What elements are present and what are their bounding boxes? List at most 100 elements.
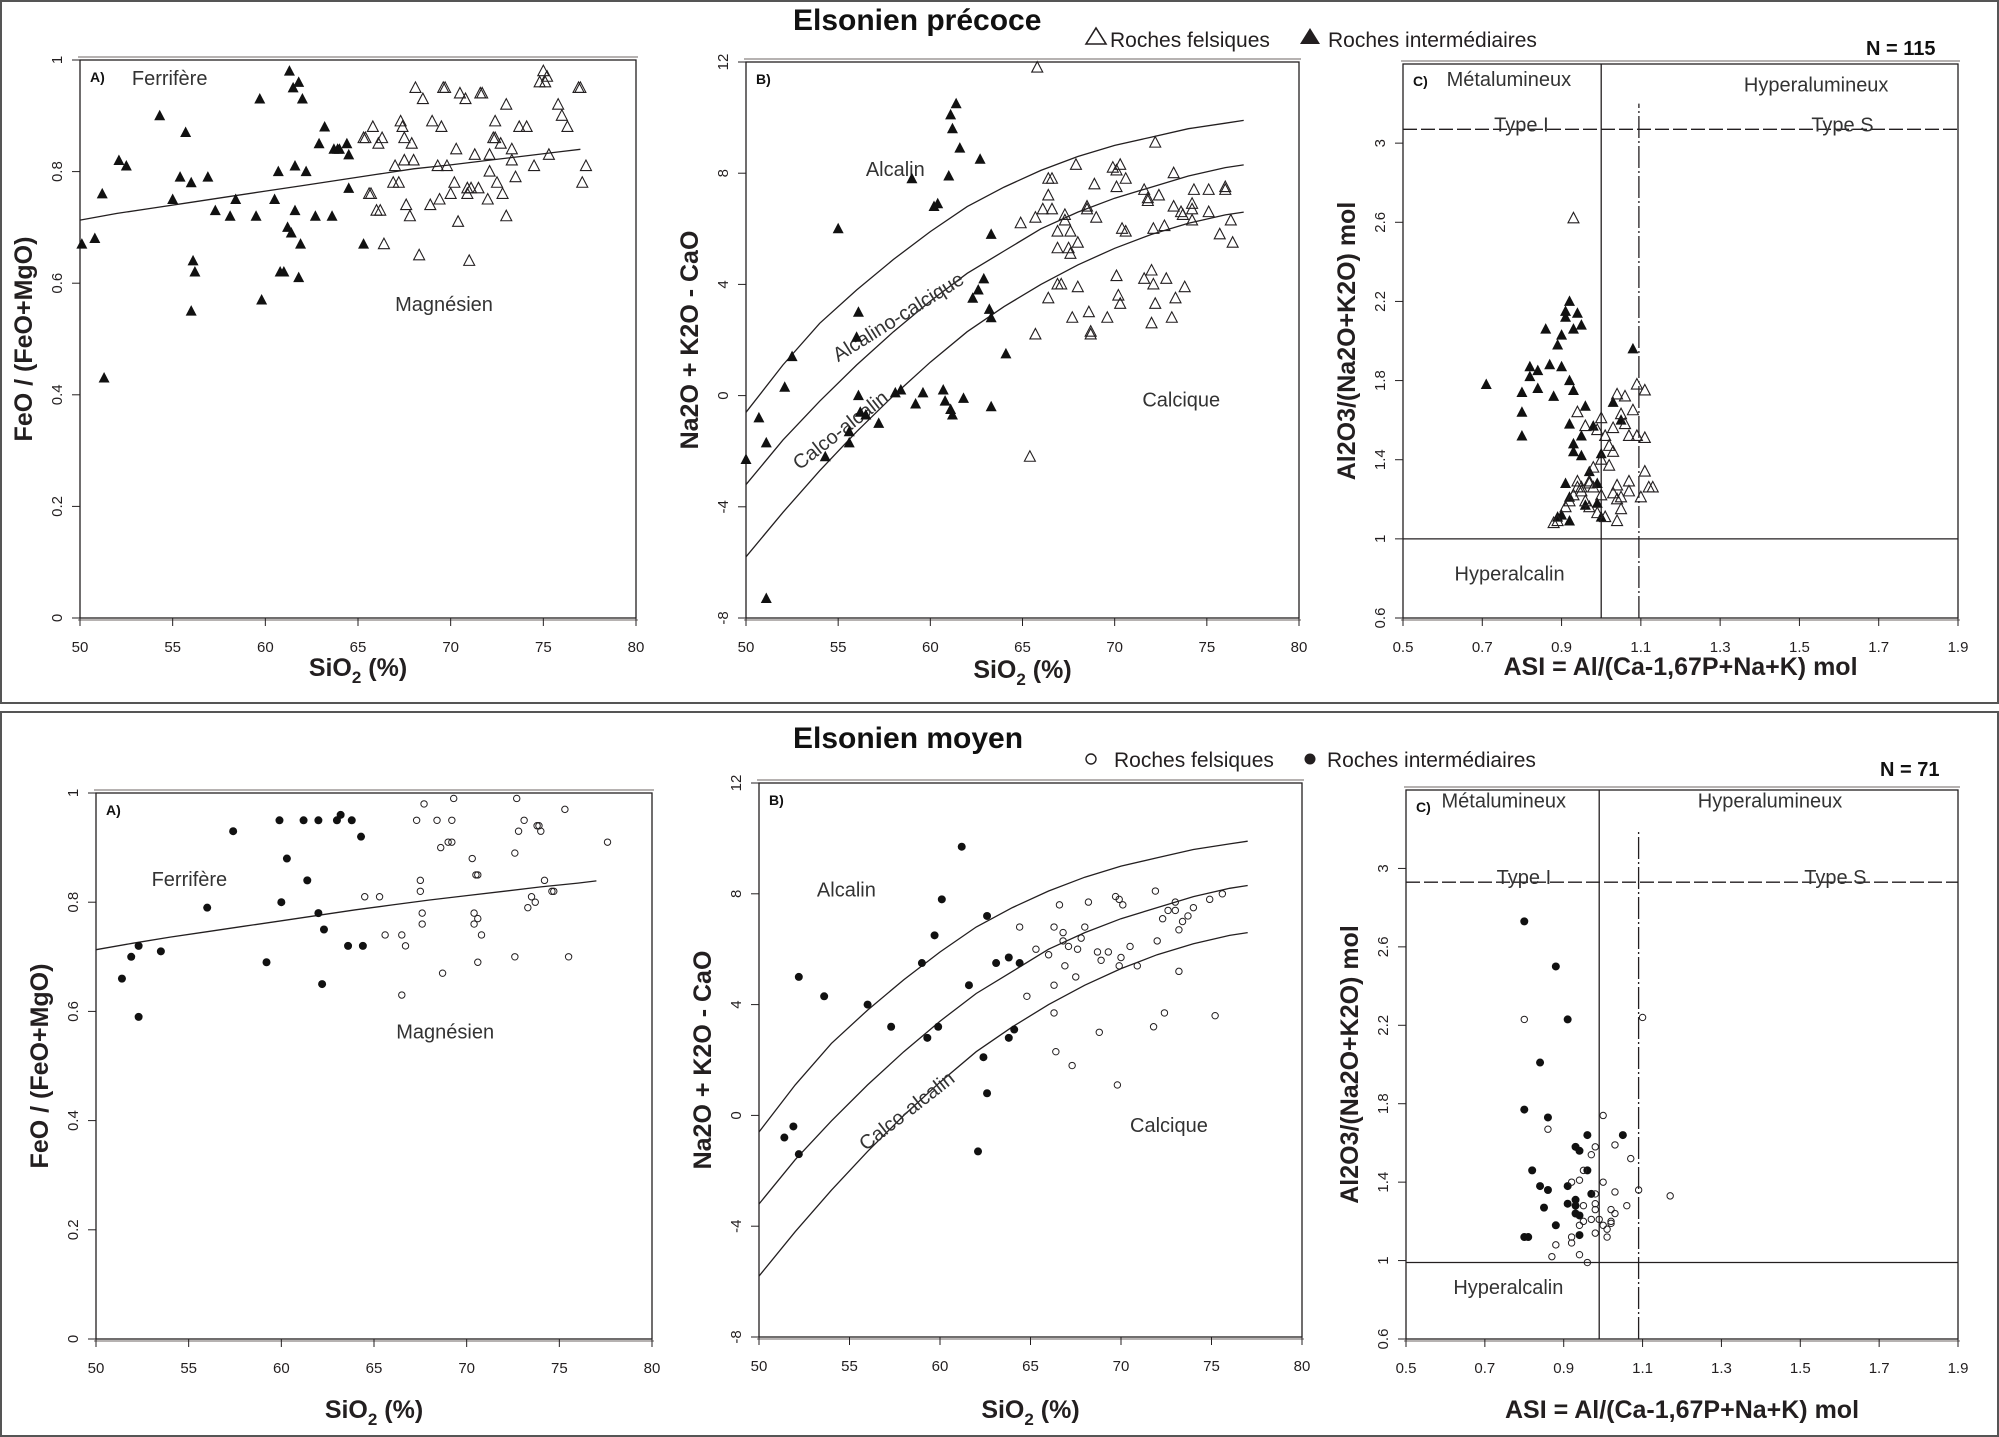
data-point bbox=[561, 805, 569, 814]
data-point bbox=[1167, 199, 1181, 212]
data-point bbox=[398, 991, 406, 999]
data-point bbox=[1520, 1105, 1529, 1114]
data-point bbox=[1115, 895, 1123, 904]
data-point bbox=[1599, 1111, 1607, 1120]
data-point bbox=[740, 453, 752, 465]
panel-letter: C) bbox=[1416, 799, 1431, 815]
data-point bbox=[1595, 1215, 1603, 1224]
data-point bbox=[362, 186, 376, 199]
group-title: Elsonien précoce bbox=[793, 4, 1041, 37]
data-point bbox=[475, 86, 489, 99]
data-point bbox=[1218, 179, 1232, 193]
data-point bbox=[1610, 513, 1624, 527]
data-point bbox=[358, 238, 370, 249]
data-point bbox=[1051, 241, 1064, 254]
data-point bbox=[405, 136, 419, 149]
data-point bbox=[1606, 486, 1620, 499]
x-axis-title: SiO2 (%) bbox=[981, 1396, 1079, 1429]
data-point bbox=[1548, 1252, 1556, 1261]
data-point bbox=[293, 271, 305, 283]
y-tick-label: 0.6 bbox=[1372, 608, 1389, 629]
x-tick-label: 0.9 bbox=[1551, 639, 1572, 656]
data-point bbox=[299, 816, 308, 825]
data-point bbox=[536, 63, 550, 77]
data-point bbox=[483, 147, 496, 160]
data-point bbox=[1556, 360, 1568, 372]
data-point bbox=[314, 816, 323, 825]
data-point bbox=[1113, 157, 1127, 170]
series-roches-interm-diaires bbox=[1520, 917, 1627, 1242]
data-point bbox=[1084, 898, 1093, 906]
boundary-line bbox=[758, 840, 1248, 1133]
data-point bbox=[1023, 992, 1031, 1000]
region-label: Hyperalcalin bbox=[1455, 563, 1565, 585]
data-point bbox=[1582, 474, 1596, 487]
data-point bbox=[1171, 898, 1180, 906]
x-axis-title: ASI = Al/(Ca-1,67P+Na+K) mol bbox=[1503, 653, 1857, 681]
data-point bbox=[1622, 428, 1636, 442]
y-tick-label: 2.6 bbox=[1372, 212, 1389, 233]
data-point bbox=[1041, 171, 1055, 184]
x-tick-label: 70 bbox=[442, 639, 459, 656]
data-point bbox=[1598, 509, 1612, 523]
data-point bbox=[1591, 497, 1603, 508]
y-tick-label: 1 bbox=[1375, 1256, 1392, 1264]
data-point bbox=[431, 158, 445, 172]
data-point bbox=[464, 181, 478, 194]
data-point bbox=[1599, 1178, 1607, 1186]
region-label: Type I bbox=[1497, 867, 1551, 889]
y-tick-label: 8 bbox=[715, 169, 732, 177]
data-point bbox=[1069, 157, 1083, 170]
data-point bbox=[573, 80, 587, 93]
group-title: Elsonien moyen bbox=[793, 722, 1023, 755]
x-tick-label: 60 bbox=[932, 1358, 949, 1375]
data-point bbox=[1073, 945, 1082, 953]
data-point bbox=[505, 142, 519, 155]
panel-a: 50 55 60 65 70 75 80 0 0.2 0.4 0.6 0.8 1 SiO2 (%) FeO … bbox=[26, 789, 660, 1429]
data-point bbox=[1579, 1166, 1588, 1175]
data-point bbox=[852, 389, 864, 401]
data-point bbox=[1571, 1201, 1580, 1210]
data-point bbox=[250, 210, 262, 221]
data-point bbox=[1119, 224, 1133, 237]
y-tick-label: 1 bbox=[65, 789, 82, 797]
data-point bbox=[285, 226, 297, 238]
data-point bbox=[1146, 221, 1160, 234]
data-point bbox=[1152, 188, 1166, 201]
data-point bbox=[333, 143, 345, 154]
boundary-line bbox=[745, 211, 1244, 558]
data-point bbox=[366, 119, 380, 133]
data-point bbox=[1111, 288, 1125, 301]
data-point bbox=[1638, 383, 1652, 396]
data-point bbox=[1080, 202, 1094, 215]
data-point bbox=[537, 827, 545, 835]
data-point bbox=[180, 126, 192, 138]
data-point bbox=[1552, 338, 1564, 350]
data-point bbox=[974, 153, 986, 164]
data-point bbox=[1571, 1195, 1580, 1204]
data-point bbox=[1594, 410, 1608, 424]
data-point bbox=[167, 193, 179, 204]
region-label: Alcalino-calcique bbox=[829, 268, 968, 366]
data-point bbox=[1061, 962, 1069, 970]
data-point bbox=[347, 816, 356, 825]
data-point bbox=[992, 959, 1001, 968]
data-point bbox=[1567, 1239, 1576, 1247]
data-point bbox=[1068, 1061, 1076, 1070]
data-point bbox=[1145, 316, 1158, 329]
data-point bbox=[1626, 403, 1640, 416]
data-point bbox=[277, 898, 286, 907]
x-axis-title: SiO2 (%) bbox=[309, 654, 407, 687]
data-point bbox=[496, 186, 509, 199]
data-point bbox=[527, 893, 536, 901]
data-point bbox=[474, 871, 482, 879]
data-point bbox=[283, 65, 295, 76]
data-point bbox=[134, 1012, 143, 1021]
data-point bbox=[1607, 1205, 1615, 1214]
data-point bbox=[209, 204, 221, 216]
data-point bbox=[1226, 235, 1240, 248]
data-point bbox=[433, 192, 446, 205]
data-point bbox=[474, 958, 482, 966]
data-point bbox=[1567, 445, 1579, 457]
x-tick-label: 65 bbox=[1014, 639, 1031, 656]
